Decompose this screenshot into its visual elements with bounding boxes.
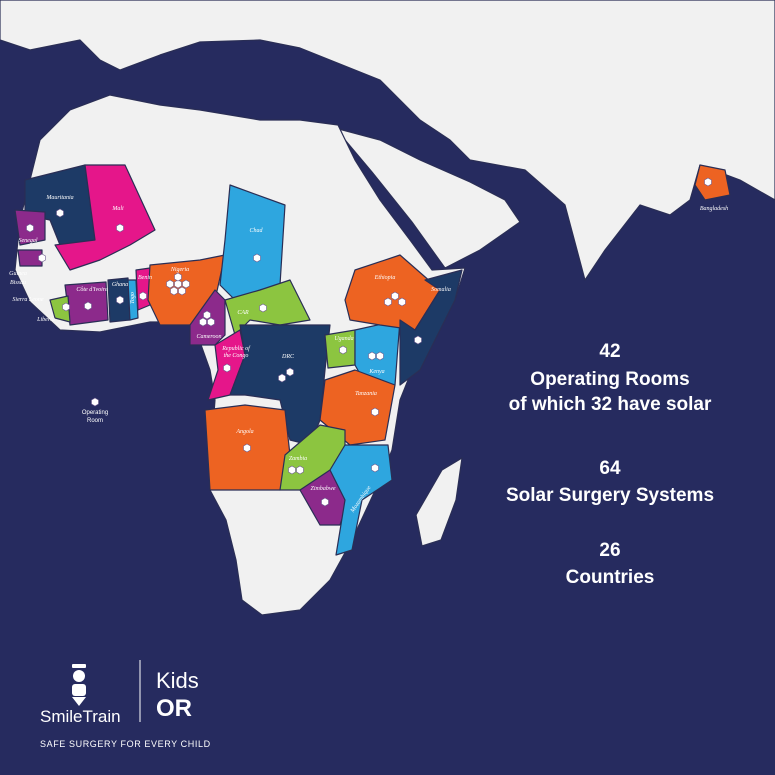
tagline: SAFE SURGERY FOR EVERY CHILD [40, 739, 211, 749]
brand-name: SmileTrain [40, 707, 121, 726]
stat-number: 26 [599, 540, 620, 561]
stat-label: Operating Rooms [530, 369, 689, 390]
stat-number: 64 [599, 458, 621, 479]
partner-name: OR [156, 695, 192, 722]
country-label: Uganda [334, 336, 353, 342]
country-label: Kenya [368, 369, 384, 375]
country-label: Sierra Leone [12, 297, 44, 303]
logos: SmileTrain Kids OR SAFE SURGERY FOR EVER… [40, 660, 211, 749]
stat-number: 42 [599, 341, 620, 362]
legend-label: Operating [82, 410, 108, 416]
stat-label: Countries [566, 567, 655, 588]
stats: 42 Operating Rooms of which 32 have sola… [506, 341, 714, 588]
smile-train-icon [72, 664, 86, 706]
country-label: Guinea [9, 271, 27, 277]
country-label: Tanzania [355, 391, 377, 397]
country-label: CAR [237, 310, 249, 316]
legend-label: Room [87, 418, 103, 424]
country-label: Benin [138, 275, 152, 281]
country-label: the Congo [224, 353, 249, 359]
stat-label: of which 32 have solar [509, 394, 712, 415]
country-label: Bangladesh [700, 206, 728, 212]
country-label: Cameroon [196, 334, 221, 340]
country-label: Mali [111, 206, 124, 212]
country-label: Senegal [19, 238, 38, 244]
country-label: Republic of [221, 345, 251, 352]
country-label: Bissau [10, 280, 26, 286]
country-label: Zambia [289, 456, 307, 462]
country-label: Ghana [112, 282, 128, 288]
country-label: Chad [249, 228, 263, 234]
stat-label: Solar Surgery Systems [506, 485, 714, 506]
country-label: Côte d'Ivoire [76, 287, 108, 293]
country-label: Ethiopia [374, 275, 396, 281]
countries [14, 164, 731, 556]
country-label: Togo [130, 292, 136, 304]
country-label: DRC [281, 354, 295, 360]
country-label: Mauritania [45, 195, 73, 201]
country-label: Angola [235, 429, 253, 435]
country-label: Zimbabwe [310, 486, 335, 492]
country-label: Liberia [36, 317, 55, 323]
partner-name: Kids [156, 668, 199, 693]
country-label: Nigeria [170, 267, 189, 273]
country-label: Somalia [431, 287, 451, 293]
legend: Operating Room [82, 397, 108, 424]
